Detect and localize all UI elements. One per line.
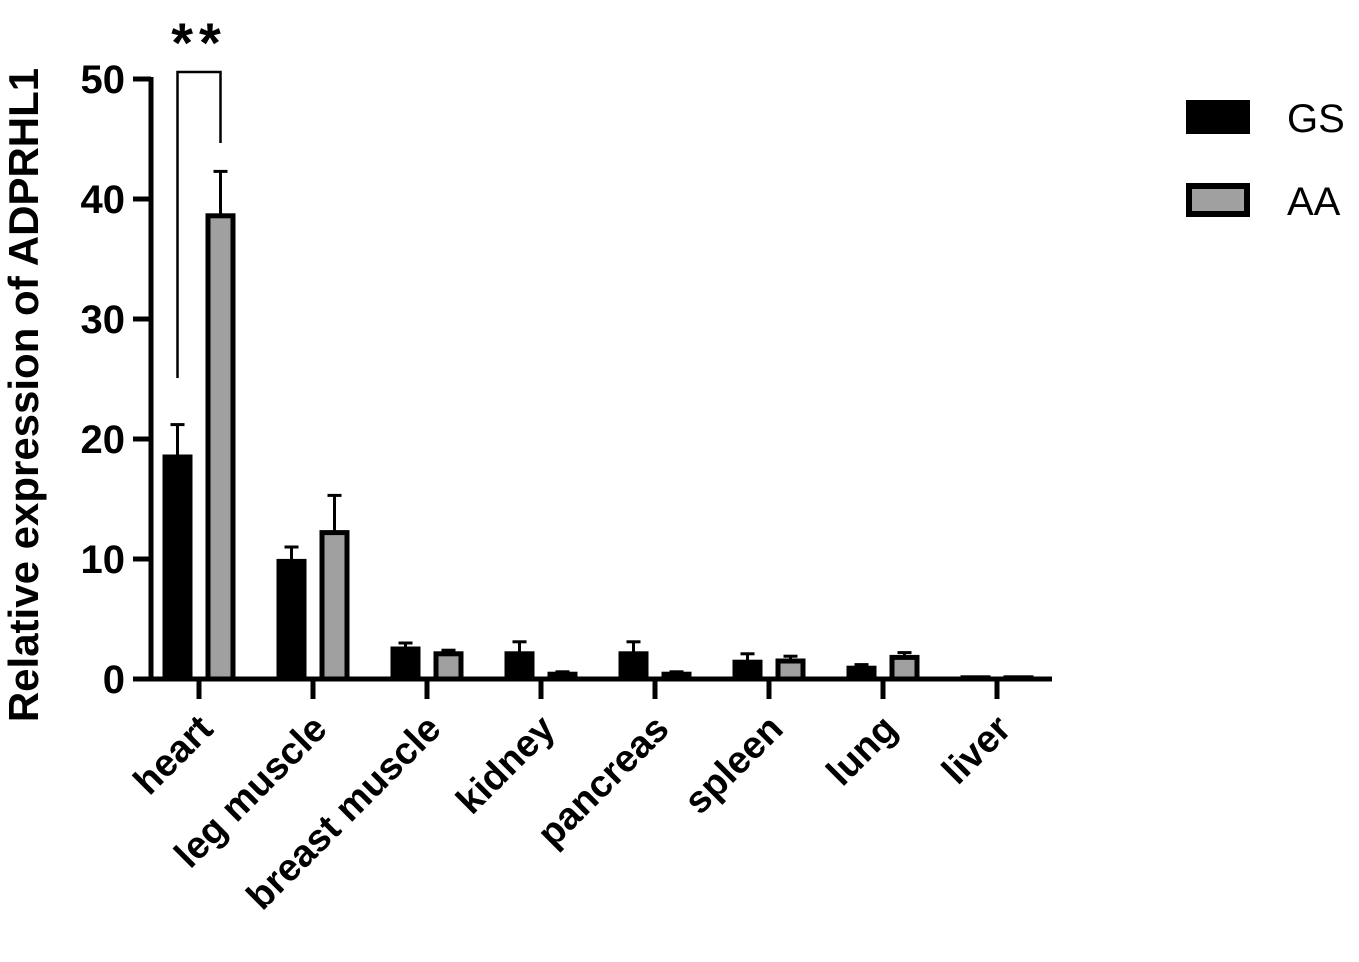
y-tick-label: 30 xyxy=(81,298,126,342)
significance-bracket: ** xyxy=(171,11,227,378)
x-tick-label-spleen: spleen xyxy=(677,708,792,823)
legend-label-GS: GS xyxy=(1287,97,1345,141)
error-bar-GS-heart xyxy=(170,423,185,457)
x-tick-label-liver: liver xyxy=(934,708,1019,793)
y-tick-label: 20 xyxy=(81,418,126,462)
error-bar-AA-lung xyxy=(897,651,912,658)
y-axis-title: Relative expression of ADPRHL1 xyxy=(0,68,47,722)
error-bar-GS-lung xyxy=(854,663,869,669)
significance-annotations: ** xyxy=(171,11,227,378)
y-tick-label: 50 xyxy=(81,58,126,102)
bar-AA-lung xyxy=(889,654,920,682)
significance-label: ** xyxy=(171,11,227,74)
bar-GS-heart xyxy=(162,454,193,682)
legend-swatch-AA xyxy=(1186,183,1250,217)
bar-GS-leg-muscle xyxy=(276,558,307,682)
y-axis-ticks: 0 10 20 30 40 50 xyxy=(81,58,151,702)
bar-GS-spleen xyxy=(732,659,763,682)
error-bar-AA-pancreas xyxy=(669,670,684,675)
error-bars xyxy=(170,169,912,675)
bar-AA-spleen xyxy=(775,658,806,682)
x-tick-label-kidney: kidney xyxy=(449,708,564,823)
error-bar-AA-kidney xyxy=(555,670,570,675)
y-tick-label: 40 xyxy=(81,178,126,222)
error-bar-GS-kidney xyxy=(512,640,527,654)
bar-AA-heart xyxy=(205,213,236,682)
axes xyxy=(148,77,1052,682)
legend-swatch-GS xyxy=(1186,100,1250,134)
legend: GS AA xyxy=(1186,97,1345,224)
error-bar-AA-leg-muscle xyxy=(327,493,342,533)
legend-item-AA: AA xyxy=(1186,180,1341,224)
bar-GS-kidney xyxy=(504,651,535,682)
x-tick-label-breast-muscle: breast muscle xyxy=(239,708,449,918)
error-bar-AA-heart xyxy=(213,169,228,216)
bars xyxy=(162,213,1034,682)
bar-AA-leg-muscle xyxy=(319,530,350,682)
error-bar-AA-breast-muscle xyxy=(441,648,456,654)
y-tick-label: 10 xyxy=(81,538,126,582)
legend-item-GS: GS xyxy=(1186,97,1345,141)
error-bar-GS-breast-muscle xyxy=(398,641,413,649)
legend-label-AA: AA xyxy=(1287,180,1341,224)
error-bar-GS-pancreas xyxy=(626,640,641,654)
bar-GS-breast-muscle xyxy=(390,646,421,682)
error-bar-AA-spleen xyxy=(783,654,798,661)
bar-AA-breast-muscle xyxy=(433,651,464,682)
error-bar-GS-spleen xyxy=(740,652,755,663)
x-tick-label-lung: lung xyxy=(819,708,905,794)
y-tick-label: 0 xyxy=(103,658,125,702)
x-tick-label-heart: heart xyxy=(126,707,222,803)
bar-GS-pancreas xyxy=(618,651,649,682)
error-bar-GS-leg-muscle xyxy=(284,545,299,562)
